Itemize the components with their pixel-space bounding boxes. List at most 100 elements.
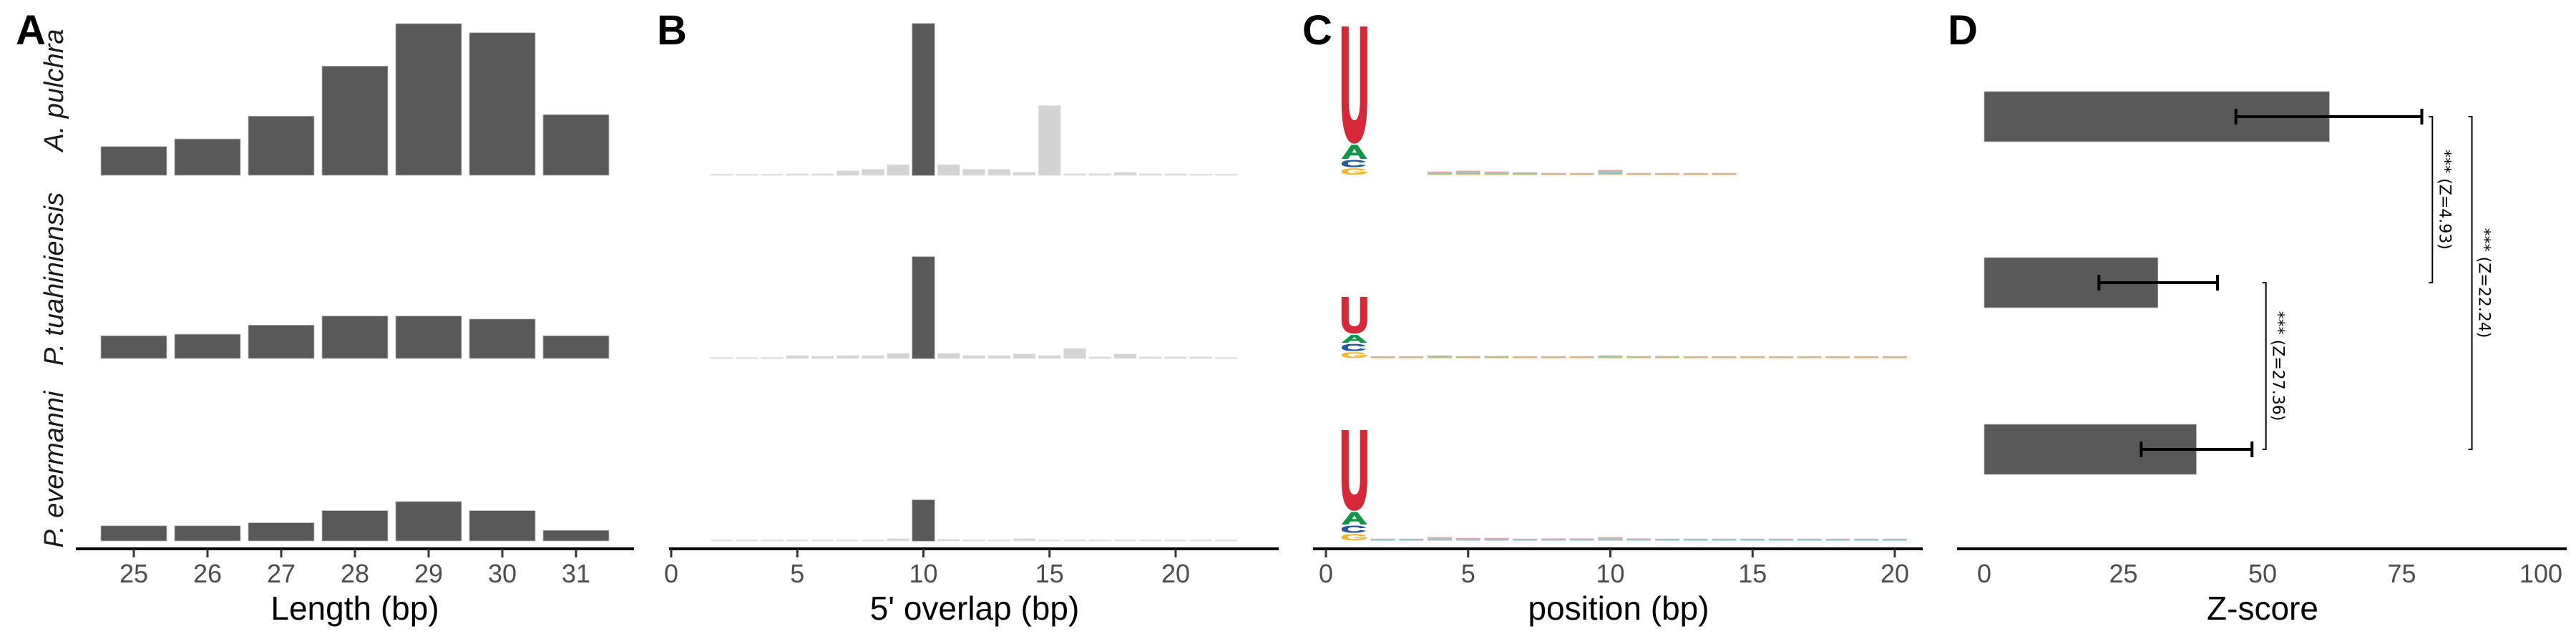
panel-a-tick-label: 29 [414,559,443,588]
overlap-bar [1088,540,1112,542]
logo-minor-G [1883,540,1907,541]
overlap-bar [1063,540,1086,542]
logo-minor-U [1683,172,1708,174]
logo-minor-U [1883,356,1907,357]
panel-b-tick-label: 10 [909,559,937,588]
panel-c-tick-label: 0 [1319,559,1333,588]
species-label-a-pulchra: A. pulchra [39,29,69,152]
length-bar [469,32,536,176]
logo-minor-C [1455,173,1480,175]
logo-minor-A [1541,539,1566,540]
overlap-bar [1038,105,1061,176]
logo-minor-U [1626,538,1652,540]
overlap-bar [1038,355,1061,359]
overlap-bar [1088,173,1112,176]
overlap-bar [887,538,910,542]
length-bar [469,318,536,359]
panel-a-tick-label: 27 [267,559,296,588]
logo-letter-A [1341,512,1367,525]
panel-b-tick-label: 0 [664,559,678,588]
length-bar [395,316,462,359]
logo-minor-U [1769,538,1793,540]
logo-minor-A [1370,356,1395,358]
panel-d-tick-label: 0 [1977,559,1991,588]
logo-minor-C [1598,357,1623,358]
logo-minor-U [1370,356,1395,357]
logo-minor-A [1769,356,1793,358]
logo-minor-U [1513,356,1538,357]
logo-minor-U [1569,538,1594,540]
logo-minor-C [1825,357,1850,358]
overlap-bar [811,356,834,359]
logo-minor-U [1455,170,1480,172]
logo-minor-A [1569,356,1594,358]
overlap-bar [1013,538,1036,542]
logo-minor-U [1797,538,1822,540]
logo-minor-U [1825,538,1850,540]
logo-minor-C [1626,174,1652,175]
logo-minor-U [1769,356,1793,357]
overlap-bar [987,169,1011,176]
logo-minor-G [1825,540,1850,541]
logo-minor-U [1428,537,1452,539]
logo-letter-A [1341,145,1367,159]
logo-minor-U [1541,538,1566,540]
logo-minor-U [1598,170,1623,172]
logo-minor-C [1428,173,1452,175]
overlap-bar-highlight [912,256,935,359]
logo-minor-C [1569,357,1594,358]
logo-minor-C [1399,357,1424,358]
panel-c-x-title: position (bp) [1528,590,1709,627]
overlap-bar [937,539,960,542]
panel-d-tick-label: 75 [2387,559,2416,588]
overlap-bar [1138,356,1162,359]
length-bar [542,114,610,176]
logo-minor-U [1513,538,1538,540]
logo-letter-C [1341,343,1366,351]
logo-minor-G [1655,540,1679,541]
overlap-bar [862,540,884,542]
overlap-bar [761,357,784,359]
logo-minor-G [1769,540,1793,541]
length-bar [174,138,241,176]
logo-minor-A [1854,356,1879,358]
overlap-bar [710,540,733,542]
overlap-bar [937,353,960,359]
overlap-bar [987,355,1011,359]
panel-c-tick-label: 10 [1596,559,1624,588]
overlap-bar [761,174,784,176]
logo-minor-C [1428,357,1452,358]
logo-minor-C [1712,357,1737,358]
logo-minor-A [1455,356,1480,358]
overlap-bar [962,540,985,542]
panel-a-tick-label: 28 [341,559,369,588]
overlap-bar [1214,174,1238,176]
logo-minor-G [1626,540,1652,541]
length-bar [248,522,315,542]
overlap-bar [1113,540,1137,542]
logo-minor-G [1569,540,1594,541]
logo-minor-C [1598,173,1623,175]
logo-minor-G [1797,540,1822,541]
logo-minor-G [1740,540,1765,541]
logo-minor-A [1626,173,1652,175]
length-bar [100,335,167,359]
overlap-bar [862,169,884,176]
overlap-bar [1088,356,1112,359]
logo-letter-U [1341,26,1367,144]
logo-minor-C [1455,357,1480,358]
logo-minor-A [1399,356,1424,358]
overlap-bar [786,540,809,542]
species-label-p-tuahiniensis: P. tuahiniensis [39,192,69,366]
logo-minor-A [1455,172,1480,174]
logo-minor-C [1683,174,1708,175]
overlap-bar [887,353,910,359]
length-bar [100,525,167,542]
length-bar [248,115,315,176]
logo-minor-A [1455,539,1480,540]
logo-minor-A [1626,356,1652,358]
panel-a-tick-label: 30 [488,559,517,588]
panel-a-x-title: Length (bp) [270,590,439,627]
logo-minor-U [1484,537,1509,540]
panel-a-tick-label: 26 [193,559,222,588]
